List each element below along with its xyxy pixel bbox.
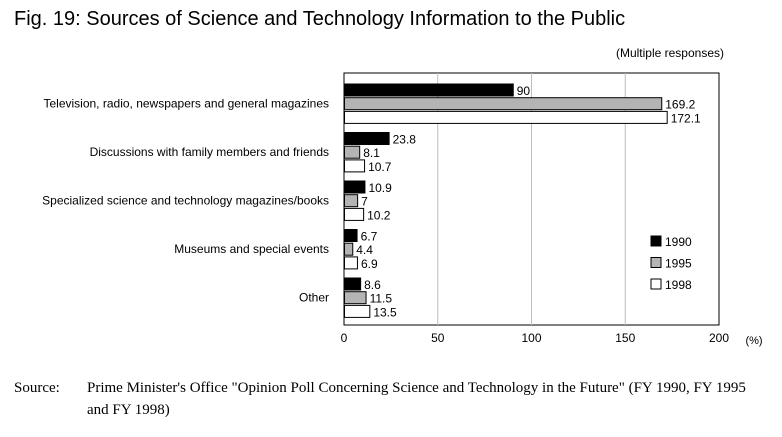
value-label-1995-3: 4.4: [356, 243, 373, 257]
value-label-1998-3: 6.9: [361, 257, 378, 271]
x-tick-label-2: 100: [521, 331, 541, 345]
bar-1998-2: [344, 207, 365, 221]
value-label-1990-2: 10.9: [368, 181, 392, 195]
bar-1990-0: [344, 83, 514, 97]
category-label-1: Discussions with family members and frie…: [90, 145, 329, 159]
bar-1995-4: [344, 291, 367, 305]
multiple-responses-note: (Multiple responses): [615, 46, 724, 60]
category-label-4: Other: [299, 291, 329, 305]
category-label-3: Museums and special events: [174, 242, 329, 256]
value-label-1998-4: 13.5: [373, 305, 397, 319]
value-label-1990-0: 90: [517, 84, 531, 98]
category-label-0: Television, radio, newspapers and genera…: [43, 97, 329, 111]
bar-1998-1: [344, 159, 366, 173]
figure-title: Fig. 19: Sources of Science and Technolo…: [14, 8, 626, 30]
bar-1995-0: [344, 97, 663, 111]
legend-swatch-1998: [650, 278, 662, 290]
value-label-1990-4: 8.6: [364, 278, 381, 292]
x-unit-label: (%): [745, 335, 762, 347]
legend-label-1995: 1995: [665, 257, 692, 271]
bar-1995-2: [344, 194, 359, 208]
x-tick-label-4: 200: [709, 331, 729, 345]
source-note: Source: Prime Minister's Office "Opinion…: [14, 377, 754, 421]
legend-swatch-1990: [650, 235, 662, 247]
bar-1990-2: [344, 180, 366, 194]
bar-1998-0: [344, 110, 668, 124]
source-label: Source:: [14, 380, 60, 396]
x-tick-label-1: 50: [431, 331, 445, 345]
value-label-1990-1: 23.8: [393, 133, 417, 147]
value-label-1998-0: 172.1: [671, 111, 701, 125]
value-label-1995-2: 7: [361, 195, 368, 209]
value-label-1998-1: 10.7: [368, 160, 392, 174]
source-text: Prime Minister's Office "Opinion Poll Co…: [87, 380, 746, 418]
x-tick-label-3: 150: [615, 331, 635, 345]
value-label-1995-4: 11.5: [370, 292, 393, 306]
value-label-1995-1: 8.1: [363, 146, 380, 160]
value-label-1990-3: 6.7: [361, 230, 378, 244]
value-label-1995-0: 169.2: [665, 98, 695, 112]
bar-1995-3: [344, 242, 354, 256]
x-tick-label-0: 0: [341, 331, 348, 345]
category-label-2: Specialized science and technology magaz…: [42, 194, 329, 208]
legend-label-1990: 1990: [665, 235, 692, 249]
legend-swatch-1995: [650, 257, 662, 268]
bar-1998-3: [344, 256, 358, 270]
bar-1990-4: [344, 277, 362, 291]
legend-label-1998: 1998: [665, 278, 692, 292]
bar-1998-4: [344, 304, 371, 318]
bar-1990-3: [344, 229, 358, 242]
value-label-1998-2: 10.2: [367, 208, 391, 222]
bar-1995-1: [344, 145, 361, 159]
bar-1990-1: [344, 132, 390, 145]
